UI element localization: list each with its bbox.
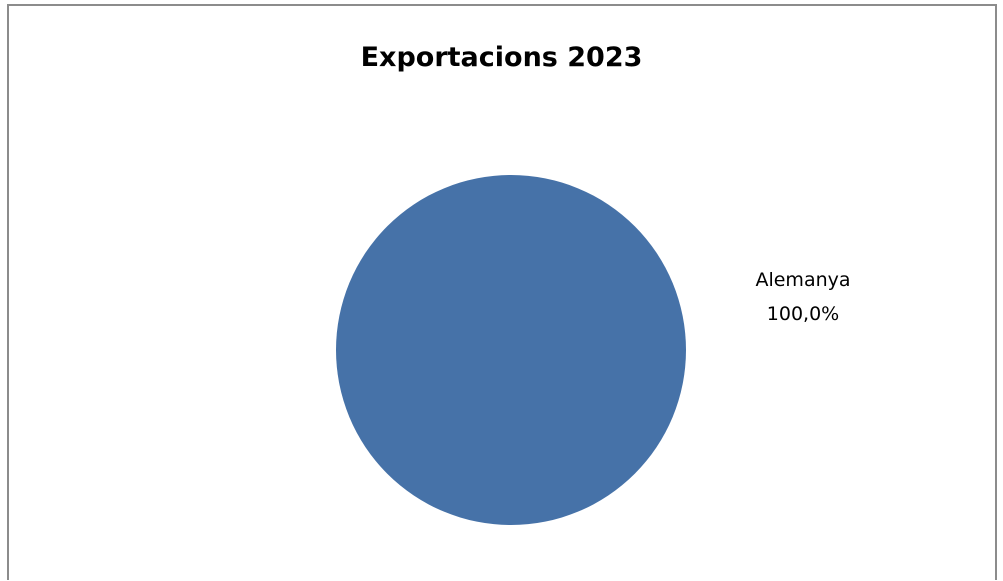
pie-data-labels: Alemanya 100,0%: [755, 269, 850, 325]
chart-title: Exportacions 2023: [360, 42, 643, 73]
pie-slice-alemanya: [336, 175, 686, 525]
slice-label-percent: 100,0%: [767, 303, 839, 325]
slice-label-name: Alemanya: [755, 269, 850, 291]
pie-slices: [336, 175, 686, 525]
